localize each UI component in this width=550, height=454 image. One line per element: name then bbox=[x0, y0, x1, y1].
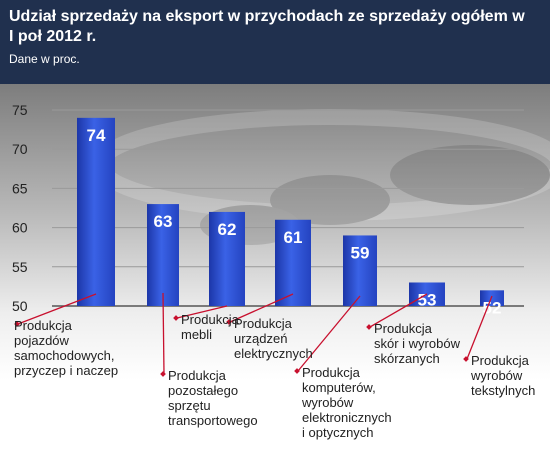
y-tick-label: 50 bbox=[12, 298, 28, 314]
category-label: Produkcja pozostałego sprzętu transportoweg… bbox=[168, 368, 258, 428]
bar-value-label: 62 bbox=[218, 220, 237, 239]
leader-marker bbox=[173, 315, 179, 321]
category-label-line: Produkcja bbox=[181, 312, 240, 327]
y-tick-label: 55 bbox=[12, 259, 28, 275]
category-label-line: Produkcja bbox=[14, 318, 73, 333]
chart-marks: 74 63 62 61 59 53 52 bbox=[14, 117, 504, 377]
leader-marker bbox=[463, 356, 469, 362]
y-axis-ticks: 75 70 65 60 55 50 bbox=[12, 102, 28, 314]
leader-line bbox=[369, 293, 428, 328]
y-tick-label: 60 bbox=[12, 220, 28, 236]
category-label-line: sprzętu bbox=[168, 398, 211, 413]
category-label-line: urządzeń bbox=[234, 331, 287, 346]
category-label-line: samochodowych, bbox=[14, 348, 114, 363]
category-label-line: pojazdów bbox=[14, 333, 70, 348]
category-label-line: wyrobów bbox=[301, 395, 354, 410]
category-label-line: przyczep i naczep bbox=[14, 363, 118, 378]
category-label-line: i optycznych bbox=[302, 425, 374, 440]
category-label-line: skór i wyrobów bbox=[374, 336, 461, 351]
category-label: Produkcja pojazdów samochodowych, przyczep … bbox=[14, 318, 118, 378]
leader-marker bbox=[294, 368, 300, 374]
category-label-line: transportowego bbox=[168, 413, 258, 428]
bar bbox=[209, 211, 245, 306]
category-label-line: elektrycznych bbox=[234, 346, 313, 361]
category-label-line: wyrobów bbox=[470, 368, 523, 383]
category-label-line: Produkcja bbox=[471, 353, 530, 368]
category-labels: Produkcja pojazdów samochodowych, przyczep … bbox=[14, 312, 535, 440]
bar bbox=[275, 219, 311, 306]
bar bbox=[77, 117, 115, 306]
leader-line bbox=[297, 295, 361, 372]
leader-line bbox=[466, 295, 493, 360]
category-label-line: Produkcja bbox=[302, 365, 361, 380]
y-tick-label: 65 bbox=[12, 180, 28, 196]
bar bbox=[480, 290, 504, 306]
bar bbox=[147, 204, 179, 306]
category-label: Produkcja skór i wyrobów skórzanych bbox=[374, 321, 461, 366]
bar-value-label: 52 bbox=[483, 298, 502, 317]
bar-value-label: 53 bbox=[418, 290, 437, 309]
category-label-line: pozostałego bbox=[168, 383, 238, 398]
leader-marker bbox=[160, 371, 166, 377]
category-label: Produkcja mebli bbox=[181, 312, 240, 342]
category-label: Produkcja wyrobów tekstylnych bbox=[470, 353, 535, 398]
category-label-line: Produkcja bbox=[234, 316, 293, 331]
bar-value-label: 63 bbox=[154, 212, 173, 231]
category-label-line: Produkcja bbox=[168, 368, 227, 383]
category-label-line: skórzanych bbox=[374, 351, 440, 366]
bar-value-label: 74 bbox=[87, 126, 106, 145]
category-label: Produkcja urządzeń elektrycznych bbox=[234, 316, 313, 361]
category-label: Produkcja komputerów, wyrobów elektroniczny… bbox=[301, 365, 392, 440]
chart-header: Udział sprzedaży na eksport w przychodac… bbox=[0, 0, 550, 84]
leader-line bbox=[17, 293, 97, 325]
leader-marker bbox=[366, 324, 372, 330]
leader-line bbox=[229, 293, 294, 323]
y-tick-label: 70 bbox=[12, 141, 28, 157]
chart-title: Udział sprzedaży na eksport w przychodac… bbox=[9, 8, 525, 45]
category-label-line: mebli bbox=[181, 327, 212, 342]
leader-line bbox=[162, 292, 165, 375]
bar bbox=[343, 235, 377, 306]
bar-value-label: 59 bbox=[351, 243, 370, 262]
category-label-line: Produkcja bbox=[374, 321, 433, 336]
leader-line bbox=[176, 305, 228, 319]
category-label-line: elektronicznych bbox=[302, 410, 392, 425]
bar-value-label: 61 bbox=[284, 228, 303, 247]
chart-subtitle: Dane w proc. bbox=[9, 52, 80, 66]
category-label-line: tekstylnych bbox=[471, 383, 535, 398]
y-tick-label: 75 bbox=[12, 102, 28, 118]
category-label-line: komputerów, bbox=[302, 380, 376, 395]
leader-marker bbox=[226, 319, 232, 325]
